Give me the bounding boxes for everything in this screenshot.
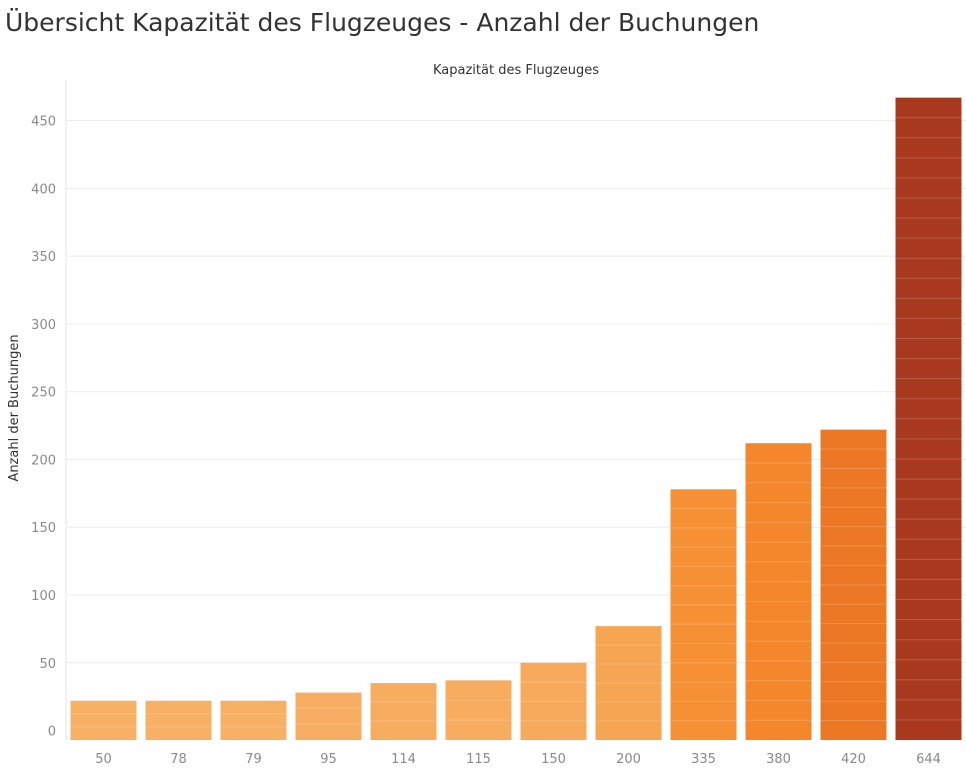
grid-layer — [67, 120, 966, 664]
bar-644[interactable] — [895, 97, 962, 741]
x-tick-label: 420 — [841, 752, 866, 767]
bar-335[interactable] — [670, 489, 737, 740]
y-tick-label: 400 — [31, 182, 56, 197]
y-tick-label: 50 — [39, 657, 56, 672]
y-tick-label: 200 — [31, 453, 56, 468]
x-tick-label: 79 — [245, 752, 262, 767]
bar-50[interactable] — [70, 700, 137, 740]
y-tick-label: 450 — [31, 115, 56, 130]
bar-114[interactable] — [370, 683, 437, 740]
y-tick-labels: 0 50 100 150 200 250 300 350 400 450 — [31, 115, 56, 740]
x-tick-label: 50 — [95, 752, 112, 767]
y-tick-label: 0 — [48, 725, 56, 740]
bar-79[interactable] — [220, 700, 287, 740]
x-tick-label: 78 — [170, 752, 187, 767]
x-tick-label: 200 — [616, 752, 641, 767]
bar-200[interactable] — [595, 626, 662, 740]
y-tick-label: 150 — [31, 521, 56, 536]
bar-115[interactable] — [445, 680, 512, 740]
y-axis-title: Anzahl der Buchungen — [7, 334, 22, 481]
bar-380[interactable] — [745, 443, 812, 740]
x-tick-label: 380 — [766, 752, 791, 767]
y-tick-label: 350 — [31, 250, 56, 265]
bar-420[interactable] — [820, 429, 887, 740]
y-tick-label: 100 — [31, 589, 56, 604]
bars-layer — [70, 97, 962, 741]
x-tick-label: 644 — [916, 752, 941, 767]
y-tick-label: 300 — [31, 318, 56, 333]
x-tick-label: 95 — [320, 752, 337, 767]
chart-title: Übersicht Kapazität des Flugzeuges - Anz… — [5, 8, 760, 37]
x-tick-label: 114 — [391, 752, 416, 767]
x-axis-title: Kapazität des Flugzeuges — [433, 63, 599, 78]
bar-95[interactable] — [295, 692, 362, 740]
x-tick-labels: 50 78 79 95 114 115 150 200 335 380 420 644 — [95, 752, 941, 767]
x-tick-label: 115 — [466, 752, 491, 767]
x-tick-label: 150 — [541, 752, 566, 767]
x-tick-label: 335 — [691, 752, 716, 767]
bar-78[interactable] — [145, 700, 212, 740]
bar-150[interactable] — [520, 662, 587, 740]
y-tick-label: 250 — [31, 386, 56, 401]
